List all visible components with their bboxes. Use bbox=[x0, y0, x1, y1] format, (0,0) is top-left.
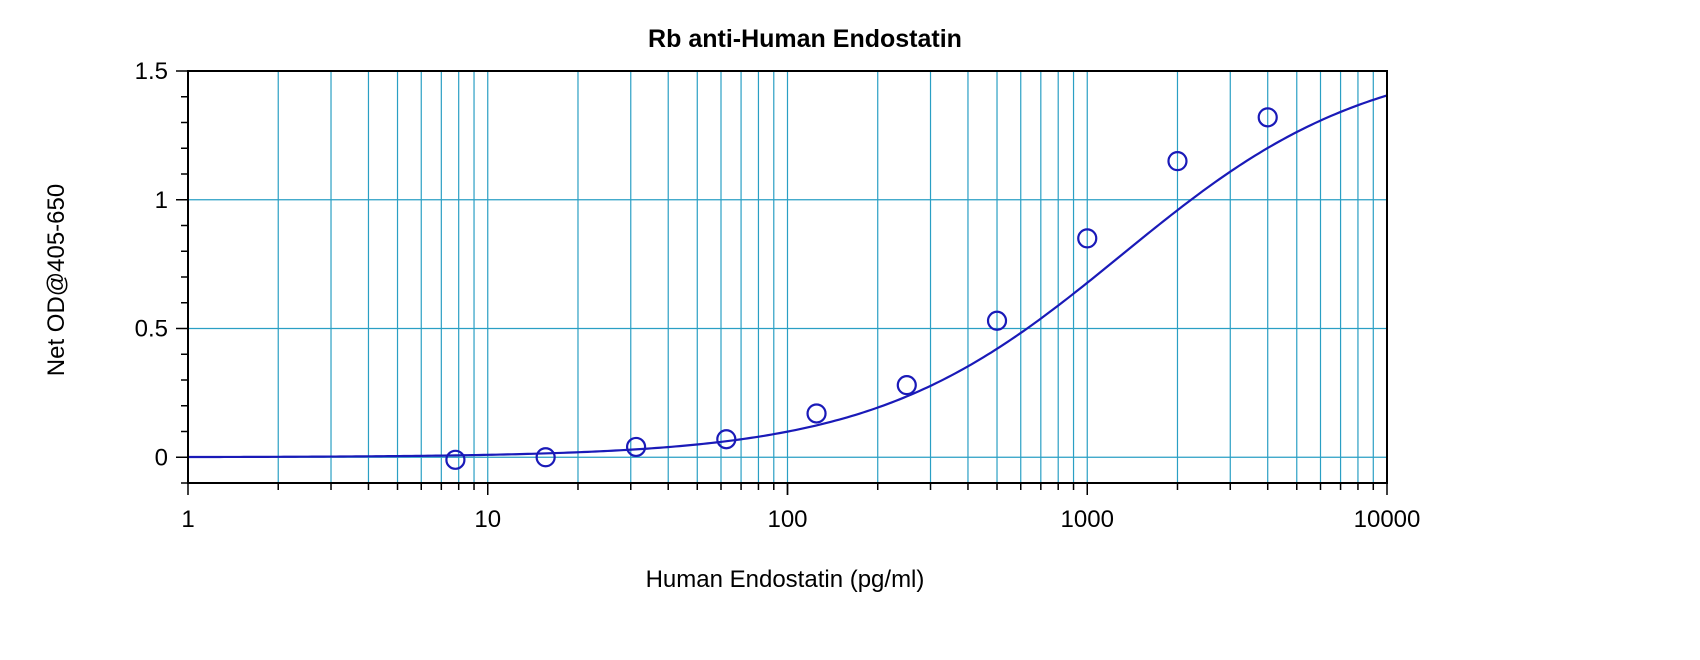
grid bbox=[188, 70, 1387, 483]
y-tick-label: 1 bbox=[155, 187, 168, 214]
y-axis-label: Net OD@405-650 bbox=[43, 184, 70, 376]
x-tick-label: 1 bbox=[181, 506, 194, 533]
data-point bbox=[1257, 107, 1278, 128]
data-point bbox=[986, 310, 1008, 331]
data-point bbox=[535, 447, 556, 468]
y-tick-label: 0 bbox=[155, 444, 168, 471]
y-tick-label: 1.5 bbox=[135, 58, 168, 85]
x-axis-label: Human Endostatin (pg/ml) bbox=[646, 566, 925, 593]
tick-labels: 1 10 100 1000 10000 0 0.5 1 1.5 bbox=[135, 58, 1421, 533]
fit-curve-layer bbox=[188, 94, 1388, 459]
y-tick-label: 0.5 bbox=[135, 316, 168, 343]
chart-title: Rb anti-Human Endostatin bbox=[648, 25, 962, 53]
data-point bbox=[896, 375, 917, 396]
x-tick-label: 10 bbox=[474, 506, 501, 533]
data-point bbox=[1077, 228, 1098, 249]
fit-curve bbox=[188, 94, 1388, 459]
data-point bbox=[806, 403, 827, 424]
axes bbox=[176, 70, 1388, 495]
data-point bbox=[716, 429, 737, 450]
data-point bbox=[1167, 151, 1188, 172]
x-tick-label: 100 bbox=[767, 506, 807, 533]
data-points bbox=[445, 107, 1278, 470]
data-point bbox=[625, 436, 647, 458]
x-tick-label: 1000 bbox=[1061, 506, 1114, 533]
data-point bbox=[445, 449, 466, 470]
x-tick-label: 10000 bbox=[1354, 506, 1421, 533]
